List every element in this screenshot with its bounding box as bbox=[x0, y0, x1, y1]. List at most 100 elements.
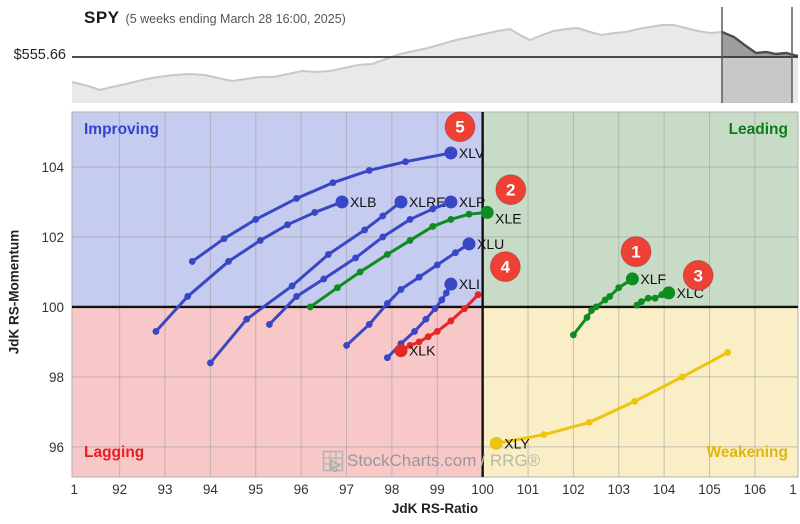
tail-dot-XLK[interactable] bbox=[433, 328, 441, 335]
tail-dot-XLC[interactable] bbox=[644, 294, 652, 302]
tail-XLC[interactable]: XLC bbox=[633, 285, 704, 309]
tail-dot-XLV[interactable] bbox=[188, 258, 196, 265]
tail-dot-XLY[interactable] bbox=[724, 349, 732, 356]
tail-dot-XLRE[interactable] bbox=[288, 282, 296, 290]
tail-dot-XLF[interactable] bbox=[569, 331, 577, 339]
tail-XLP[interactable]: XLP bbox=[265, 194, 485, 328]
tail-dot-XLU[interactable] bbox=[343, 342, 350, 349]
tail-dot-XLE[interactable] bbox=[465, 210, 473, 218]
tail-dot-XLV[interactable] bbox=[402, 158, 409, 166]
head-dot-XLB[interactable] bbox=[335, 195, 349, 209]
tail-XLV[interactable]: XLV bbox=[188, 145, 485, 265]
tail-dot-XLY[interactable] bbox=[631, 398, 639, 405]
tail-dot-XLV[interactable] bbox=[293, 195, 301, 202]
tail-dot-XLU[interactable] bbox=[415, 273, 423, 281]
head-dot-XLU[interactable] bbox=[462, 237, 476, 251]
ticker-label-XLU[interactable]: XLU bbox=[477, 236, 504, 252]
tail-dot-XLV[interactable] bbox=[329, 179, 337, 187]
tail-dot-XLE[interactable] bbox=[429, 223, 437, 230]
tail-dot-XLRE[interactable] bbox=[361, 226, 369, 234]
tail-dot-XLB[interactable] bbox=[225, 258, 232, 265]
ticker-label-XLP[interactable]: XLP bbox=[459, 194, 485, 210]
tail-dot-XLV[interactable] bbox=[220, 235, 228, 243]
tail-dot-XLRE[interactable] bbox=[324, 251, 332, 258]
tail-XLU[interactable]: XLU bbox=[343, 236, 504, 349]
tail-dot-XLU[interactable] bbox=[433, 261, 441, 269]
tail-dot-XLK[interactable] bbox=[406, 342, 414, 349]
tail-dot-XLK[interactable] bbox=[415, 338, 423, 346]
tail-dot-XLF[interactable] bbox=[592, 303, 600, 311]
tail-dot-XLU[interactable] bbox=[383, 300, 391, 307]
tail-dot-XLP[interactable] bbox=[379, 233, 387, 241]
ticker-label-XLV[interactable]: XLV bbox=[459, 145, 485, 161]
tail-dot-XLP[interactable] bbox=[293, 293, 301, 300]
tail-XLF[interactable]: XLF bbox=[569, 271, 666, 339]
tail-dot-XLU[interactable] bbox=[452, 249, 459, 257]
head-dot-XLK[interactable] bbox=[394, 344, 408, 358]
tail-dot-XLF[interactable] bbox=[615, 284, 623, 292]
tail-dot-XLE[interactable] bbox=[383, 251, 391, 258]
tail-dot-XLP[interactable] bbox=[352, 254, 359, 262]
ticker-label-XLE[interactable]: XLE bbox=[495, 210, 521, 226]
head-dot-XLY[interactable] bbox=[489, 436, 503, 450]
tail-dot-XLI[interactable] bbox=[422, 315, 430, 323]
tail-XLY[interactable]: XLY bbox=[489, 349, 732, 451]
head-dot-XLE[interactable] bbox=[480, 205, 494, 219]
tail-dot-XLY[interactable] bbox=[585, 419, 593, 426]
tail-dot-XLRE[interactable] bbox=[243, 315, 251, 323]
tail-dot-XLE[interactable] bbox=[356, 268, 364, 276]
ticker-label-XLI[interactable]: XLI bbox=[459, 276, 480, 292]
tail-dot-XLI[interactable] bbox=[442, 289, 450, 297]
head-dot-XLV[interactable] bbox=[444, 146, 458, 160]
tail-dot-XLF[interactable] bbox=[583, 314, 591, 321]
tail-dot-XLK[interactable] bbox=[461, 305, 468, 313]
tail-line-XLP[interactable] bbox=[267, 200, 453, 326]
ticker-label-XLF[interactable]: XLF bbox=[640, 271, 666, 287]
tail-dot-XLV[interactable] bbox=[252, 216, 260, 223]
tail-dot-XLI[interactable] bbox=[431, 305, 439, 313]
tail-dot-XLE[interactable] bbox=[334, 284, 341, 292]
tail-dot-XLU[interactable] bbox=[365, 321, 373, 328]
tail-dot-XLB[interactable] bbox=[284, 221, 291, 229]
tail-dot-XLU[interactable] bbox=[397, 286, 405, 293]
tail-XLB[interactable]: XLB bbox=[152, 194, 377, 335]
tail-dot-XLK[interactable] bbox=[447, 317, 455, 325]
tail-dot-XLV[interactable] bbox=[365, 167, 373, 174]
tail-dot-XLP[interactable] bbox=[265, 321, 273, 328]
tail-dot-XLB[interactable] bbox=[184, 293, 192, 300]
tail-dot-XLI[interactable] bbox=[438, 296, 446, 304]
tail-dot-XLP[interactable] bbox=[429, 205, 437, 213]
head-dot-XLRE[interactable] bbox=[394, 195, 408, 209]
tail-dot-XLE[interactable] bbox=[447, 216, 455, 223]
tail-XLE[interactable]: XLE bbox=[306, 205, 522, 311]
head-dot-XLP[interactable] bbox=[444, 195, 458, 209]
tail-dot-XLI[interactable] bbox=[411, 328, 418, 335]
tail-dot-XLE[interactable] bbox=[406, 237, 414, 244]
tail-dot-XLP[interactable] bbox=[320, 275, 328, 283]
tail-dot-XLB[interactable] bbox=[311, 209, 319, 216]
tail-dot-XLB[interactable] bbox=[256, 237, 264, 244]
tail-dot-XLC[interactable] bbox=[638, 298, 645, 306]
head-dot-XLI[interactable] bbox=[444, 277, 458, 291]
head-dot-XLF[interactable] bbox=[625, 272, 639, 286]
tail-line-XLV[interactable] bbox=[190, 151, 453, 263]
tail-dot-XLP[interactable] bbox=[406, 216, 414, 223]
tail-dot-XLRE[interactable] bbox=[206, 359, 214, 367]
tail-dot-XLY[interactable] bbox=[540, 431, 548, 439]
ticker-label-XLK[interactable]: XLK bbox=[409, 343, 436, 359]
tail-dot-XLC[interactable] bbox=[651, 294, 659, 302]
tail-dot-XLK[interactable] bbox=[424, 333, 432, 341]
tail-dot-XLK[interactable] bbox=[474, 291, 482, 299]
tail-dot-XLE[interactable] bbox=[306, 303, 314, 311]
tail-dot-XLY[interactable] bbox=[678, 373, 686, 381]
tail-dot-XLI[interactable] bbox=[383, 354, 391, 362]
tail-line-XLU[interactable] bbox=[345, 242, 471, 347]
head-dot-XLC[interactable] bbox=[662, 286, 676, 300]
tail-XLI[interactable]: XLI bbox=[383, 276, 480, 362]
ticker-label-XLY[interactable]: XLY bbox=[504, 435, 530, 451]
ticker-label-XLB[interactable]: XLB bbox=[350, 194, 376, 210]
tail-dot-XLB[interactable] bbox=[152, 328, 160, 335]
tail-XLK[interactable]: XLK bbox=[394, 291, 482, 359]
tail-dot-XLRE[interactable] bbox=[379, 212, 387, 220]
tail-dot-XLF[interactable] bbox=[606, 293, 614, 300]
